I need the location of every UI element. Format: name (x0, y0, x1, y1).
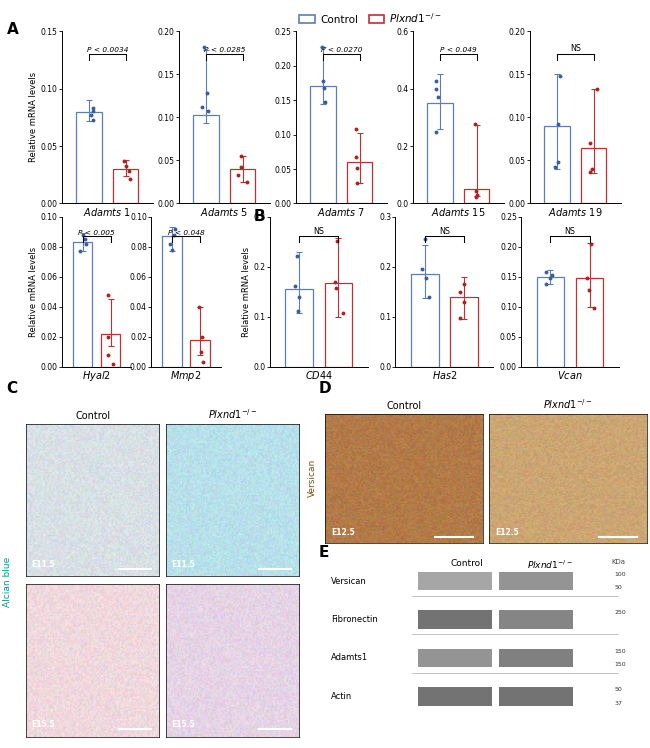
Text: 37: 37 (615, 701, 623, 705)
Bar (324, 283, 352, 367)
Bar (581, 147, 606, 203)
Text: B: B (254, 209, 265, 224)
Bar (190, 340, 210, 367)
Bar (162, 236, 182, 367)
Text: E: E (318, 545, 329, 560)
Text: E11.5: E11.5 (171, 560, 195, 568)
Bar (347, 162, 372, 203)
Bar (419, 610, 492, 628)
Text: $\it{Plxnd1}^{-/-}$: $\it{Plxnd1}^{-/-}$ (208, 408, 257, 421)
Text: Alcian blue: Alcian blue (3, 557, 12, 607)
Text: Control: Control (386, 402, 421, 411)
Y-axis label: Relative mRNA levels: Relative mRNA levels (29, 73, 38, 162)
Bar (419, 687, 492, 705)
X-axis label: $\it{Hyal2}$: $\it{Hyal2}$ (82, 370, 111, 383)
Text: 50: 50 (615, 687, 622, 693)
Text: 50: 50 (615, 585, 622, 590)
Bar (499, 571, 573, 590)
Text: Versican: Versican (307, 459, 317, 497)
Text: NS: NS (570, 44, 581, 53)
Text: P < 0.0270: P < 0.0270 (320, 47, 362, 53)
X-axis label: $\it{Adamts\ 19}$: $\it{Adamts\ 19}$ (548, 206, 603, 218)
Bar (499, 649, 573, 667)
Text: Control: Control (75, 411, 110, 421)
Text: $\it{Plxnd1}^{-/-}$: $\it{Plxnd1}^{-/-}$ (543, 398, 593, 411)
Text: NS: NS (313, 227, 324, 236)
Text: Fibronectin: Fibronectin (332, 615, 378, 624)
Text: P < 0.0285: P < 0.0285 (203, 47, 245, 53)
Legend: Control, $\it{Plxnd1}^{-/-}$: Control, $\it{Plxnd1}^{-/-}$ (295, 7, 446, 29)
Text: P < 0.049: P < 0.049 (440, 47, 476, 53)
Text: Adamts1: Adamts1 (332, 654, 369, 663)
Text: P < 0.005: P < 0.005 (78, 230, 115, 236)
Bar (285, 289, 313, 367)
Text: E12.5: E12.5 (332, 527, 355, 536)
Bar (193, 115, 219, 203)
Y-axis label: Relative mRNA levels: Relative mRNA levels (242, 247, 251, 337)
Bar (113, 169, 138, 203)
Bar (544, 126, 570, 203)
X-axis label: $\it{Adamts\ 5}$: $\it{Adamts\ 5}$ (200, 206, 248, 218)
Bar (464, 189, 489, 203)
Bar (76, 111, 102, 203)
Text: NS: NS (565, 227, 576, 236)
Bar (499, 610, 573, 628)
Text: E15.5: E15.5 (31, 720, 55, 729)
Bar (537, 277, 564, 367)
Bar (419, 571, 492, 590)
Bar (450, 297, 478, 367)
X-axis label: $\it{Has2}$: $\it{Has2}$ (432, 370, 457, 381)
X-axis label: $\it{Adamts\ 1}$: $\it{Adamts\ 1}$ (83, 206, 131, 218)
Bar (411, 275, 439, 367)
X-axis label: $\it{CD44}$: $\it{CD44}$ (305, 370, 333, 381)
X-axis label: $\it{Mmp2}$: $\it{Mmp2}$ (170, 370, 202, 383)
Bar (427, 103, 453, 203)
Text: Versican: Versican (332, 577, 367, 586)
Text: Control: Control (450, 559, 483, 568)
Text: P < 0.0034: P < 0.0034 (86, 47, 128, 53)
Bar (576, 278, 603, 367)
Text: Actin: Actin (332, 692, 353, 701)
Text: D: D (318, 381, 331, 396)
Text: NS: NS (439, 227, 450, 236)
Bar (101, 334, 120, 367)
Text: P < 0.048: P < 0.048 (168, 230, 204, 236)
Bar (419, 649, 492, 667)
Text: 150: 150 (615, 662, 626, 667)
Bar (73, 242, 92, 367)
Text: KDa: KDa (612, 559, 625, 565)
Text: 150: 150 (615, 649, 626, 654)
Text: 250: 250 (615, 610, 627, 616)
Text: E15.5: E15.5 (171, 720, 195, 729)
Bar (499, 687, 573, 705)
Text: $\it{Plxnd1}^{-/-}$: $\it{Plxnd1}^{-/-}$ (527, 559, 573, 571)
Text: A: A (6, 22, 18, 37)
Bar (230, 169, 255, 203)
Text: 100: 100 (615, 571, 626, 577)
Bar (310, 87, 336, 203)
Y-axis label: Relative mRNA levels: Relative mRNA levels (29, 247, 38, 337)
X-axis label: $\it{Adamts\ 7}$: $\it{Adamts\ 7}$ (317, 206, 365, 218)
Text: E11.5: E11.5 (31, 560, 55, 568)
X-axis label: $\it{Adamts\ 15}$: $\it{Adamts\ 15}$ (431, 206, 486, 218)
Text: E12.5: E12.5 (495, 527, 519, 536)
X-axis label: $\it{Vcan}$: $\it{Vcan}$ (557, 370, 583, 381)
Text: C: C (6, 381, 18, 396)
